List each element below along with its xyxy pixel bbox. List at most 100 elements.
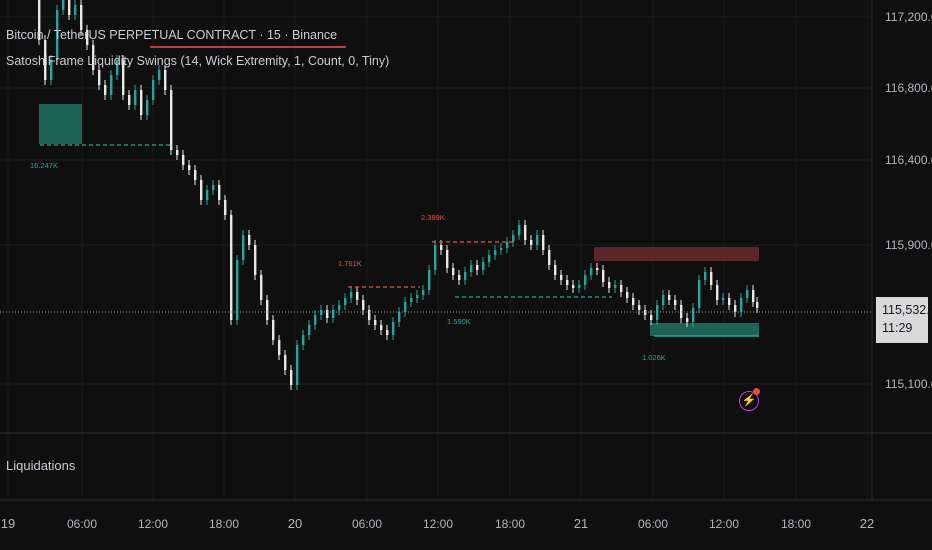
candle-body [756, 302, 759, 308]
candle-body [602, 270, 605, 282]
candle-body [116, 60, 119, 75]
lightning-bolt-icon[interactable]: ⚡ [739, 388, 760, 411]
candle-body [596, 268, 599, 270]
candle-body [362, 300, 365, 310]
candle-body [458, 275, 461, 280]
candle-body [590, 268, 593, 275]
candle-body [230, 215, 233, 320]
candle-body [428, 270, 431, 290]
candle-body [704, 272, 707, 280]
candle-body [734, 305, 737, 312]
candle-body [494, 250, 497, 255]
candle-body [752, 290, 755, 302]
candle-body [626, 292, 629, 298]
candle-body [710, 272, 713, 285]
price-axis-label: 115,100.0 [885, 377, 932, 391]
candle-body [632, 298, 635, 305]
candle-body [344, 298, 347, 305]
candle-body [518, 225, 521, 235]
candle-body [584, 275, 587, 285]
indicator-legend[interactable]: SatoshiFrame Liquidity Swings (14, Wick … [6, 54, 390, 68]
candle-body [44, 40, 47, 80]
candle-body [722, 298, 725, 300]
candle-body [254, 245, 257, 275]
candle-body [170, 90, 173, 150]
swing-volume-label: 1.026K [642, 353, 666, 362]
swing-volume-label: 1.761K [338, 259, 362, 268]
candle-body [296, 345, 299, 385]
candle-body [542, 235, 545, 250]
candle-body [68, 0, 71, 15]
candle-body [176, 150, 179, 155]
time-axis-label: 06:00 [352, 517, 382, 531]
candle-body [398, 312, 401, 322]
candle-body [260, 275, 263, 300]
candle-body [650, 315, 653, 320]
candle-body [512, 235, 515, 242]
price-axis-label: 116,800.0 [885, 81, 932, 95]
current-price-value: 115,532.1 [882, 303, 932, 317]
candle-body [134, 90, 137, 105]
candle-body [404, 302, 407, 312]
candle-body [728, 298, 731, 305]
candle-body [422, 290, 425, 295]
candle-body [416, 295, 419, 298]
time-axis-label: 22 [860, 516, 874, 531]
candle-body [218, 185, 221, 200]
candle-body [272, 320, 275, 340]
candle-body [86, 30, 89, 45]
candle-body [236, 260, 239, 320]
candle-body [158, 70, 161, 80]
time-axis-label: 18:00 [209, 517, 239, 531]
time-axis-label: 20 [288, 516, 302, 531]
candle-body [464, 272, 467, 280]
candle-body [194, 170, 197, 180]
candle-body [746, 290, 749, 298]
candle-body [200, 180, 203, 200]
candle-body [212, 185, 215, 190]
candle-body [326, 310, 329, 318]
candle-body [668, 295, 671, 300]
candle-body [110, 75, 113, 95]
price-axis-label: 115,900.0 [885, 238, 932, 252]
price-axis-label: 117,200.0 [885, 10, 932, 24]
candle-body [338, 305, 341, 310]
symbol-title[interactable]: Bitcoin / TetherUS PERPETUAL CONTRACT · … [6, 28, 338, 42]
time-axis-label: 12:00 [423, 517, 453, 531]
candle-body [302, 335, 305, 345]
swing-volume-label: 16.247K [30, 161, 58, 170]
candle-body [332, 310, 335, 318]
candle-body [506, 242, 509, 248]
time-axis-label: 06:00 [67, 517, 97, 531]
candle-body [482, 262, 485, 270]
bar-countdown: 11:29 [882, 321, 913, 335]
candle-body [716, 285, 719, 300]
candle-body [686, 318, 689, 322]
price-axis-label: 116,400.0 [885, 153, 932, 167]
candle-body [662, 295, 665, 305]
candle-body [500, 248, 503, 250]
candle-body [164, 70, 167, 90]
candle-body [410, 298, 413, 302]
candle-body [98, 70, 101, 85]
candle-body [188, 165, 191, 170]
candle-body [278, 340, 281, 355]
time-axis-label: 06:00 [638, 517, 668, 531]
time-axis-label: 18:00 [495, 517, 525, 531]
candle-body [380, 325, 383, 330]
candle-body [476, 265, 479, 270]
candle-body [392, 322, 395, 335]
candle-body [368, 310, 371, 320]
liquidations-pane-title[interactable]: Liquidations [6, 458, 76, 473]
candle-body [242, 235, 245, 260]
candle-body [62, 0, 65, 10]
candle-body [248, 235, 251, 245]
candle-body [638, 305, 641, 310]
candle-body [452, 268, 455, 275]
candle-body [350, 292, 353, 298]
candle-body [152, 80, 155, 100]
candle-body [620, 285, 623, 292]
candle-body [488, 255, 491, 262]
